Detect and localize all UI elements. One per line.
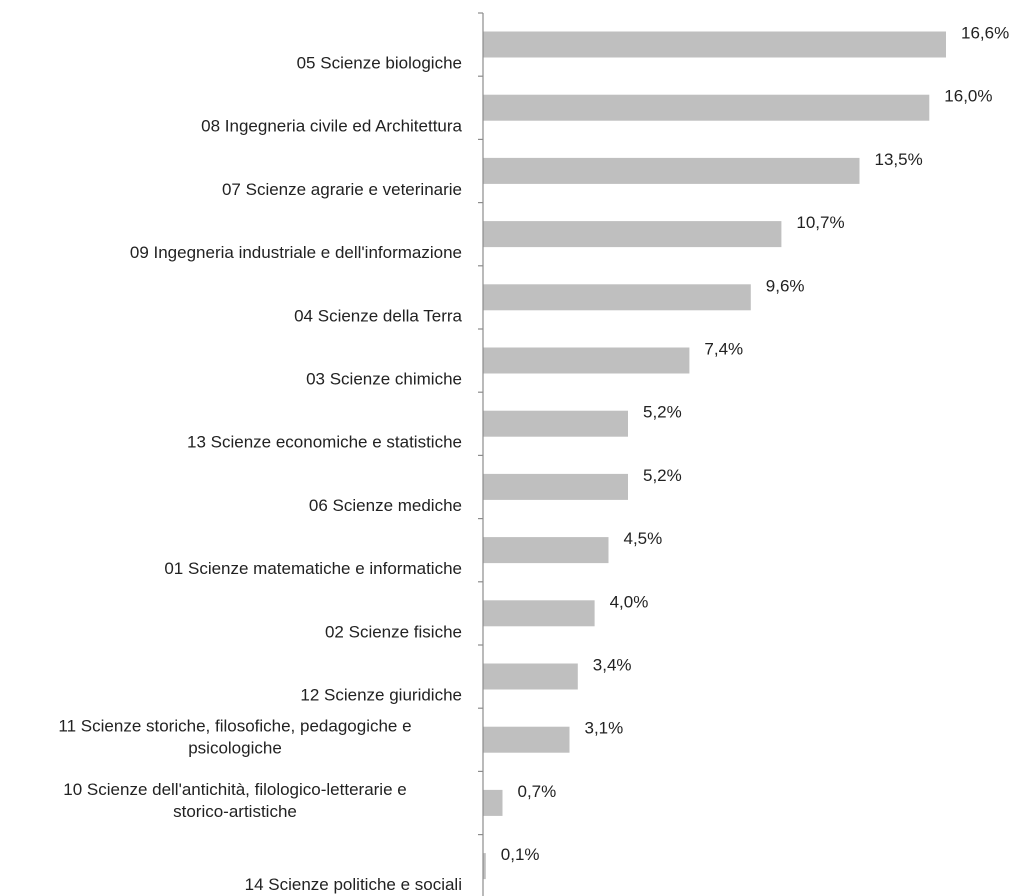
category-labels-group: 05 Scienze biologiche 08 Ingegneria civil…: [58, 54, 462, 895]
bar: [483, 663, 578, 690]
category-label: 09 Ingegneria industriale e dell'informa…: [130, 243, 462, 262]
category-label: 02 Scienze fisiche: [325, 622, 462, 641]
value-label: 4,0%: [610, 592, 649, 611]
bar: [483, 473, 628, 500]
bar: [483, 221, 782, 248]
category-label: 14 Scienze politiche e sociali: [245, 875, 462, 894]
value-label: 0,1%: [501, 845, 540, 864]
category-label: 08 Ingegneria civile ed Architettura: [201, 117, 462, 136]
category-label: 03 Scienze chimiche: [306, 370, 462, 389]
value-label: 9,6%: [766, 276, 805, 295]
value-label: 4,5%: [624, 529, 663, 548]
value-label: 3,4%: [593, 656, 632, 675]
bar: [483, 94, 930, 121]
value-label: 16,6%: [961, 24, 1009, 43]
bars-group: [483, 31, 946, 880]
value-labels-group: 16,6% 16,0% 13,5% 10,7% 9,6% 7,4% 5,2% 5,2% 4,5%…: [501, 24, 1009, 865]
bar: [483, 726, 570, 753]
category-label: 12 Scienze giuridiche: [300, 686, 462, 705]
category-label: 13 Scienze economiche e statistiche: [187, 433, 462, 452]
category-label-line: psicologiche: [188, 739, 282, 758]
category-label-line: 10 Scienze dell'antichità, filologico-le…: [63, 780, 406, 799]
value-label: 13,5%: [875, 150, 923, 169]
value-label: 16,0%: [944, 87, 992, 106]
value-label: 5,2%: [643, 403, 682, 422]
value-label: 3,1%: [585, 719, 624, 738]
category-label: 11 Scienze storiche, filosofiche, pedago…: [58, 717, 411, 758]
category-label: 05 Scienze biologiche: [297, 54, 462, 73]
category-label: 10 Scienze dell'antichità, filologico-le…: [63, 780, 406, 821]
axis-group: [478, 12, 484, 896]
value-label: 10,7%: [796, 213, 844, 232]
bar: [483, 410, 628, 437]
category-label: 04 Scienze della Terra: [294, 306, 462, 325]
category-label: 07 Scienze agrarie e veterinarie: [222, 180, 462, 199]
category-label: 06 Scienze mediche: [309, 496, 462, 515]
bar: [483, 537, 609, 564]
value-label: 7,4%: [704, 340, 743, 359]
bar: [483, 853, 486, 880]
category-label: 01 Scienze matematiche e informatiche: [164, 559, 462, 578]
bar: [483, 284, 751, 311]
value-label: 0,7%: [518, 782, 557, 801]
category-label-line: storico-artistiche: [173, 802, 297, 821]
bar: [483, 789, 503, 816]
bar: [483, 157, 860, 184]
bar: [483, 600, 595, 627]
bar: [483, 347, 690, 374]
bar: [483, 31, 946, 58]
category-label-line: 11 Scienze storiche, filosofiche, pedago…: [58, 717, 411, 736]
value-label: 5,2%: [643, 466, 682, 485]
